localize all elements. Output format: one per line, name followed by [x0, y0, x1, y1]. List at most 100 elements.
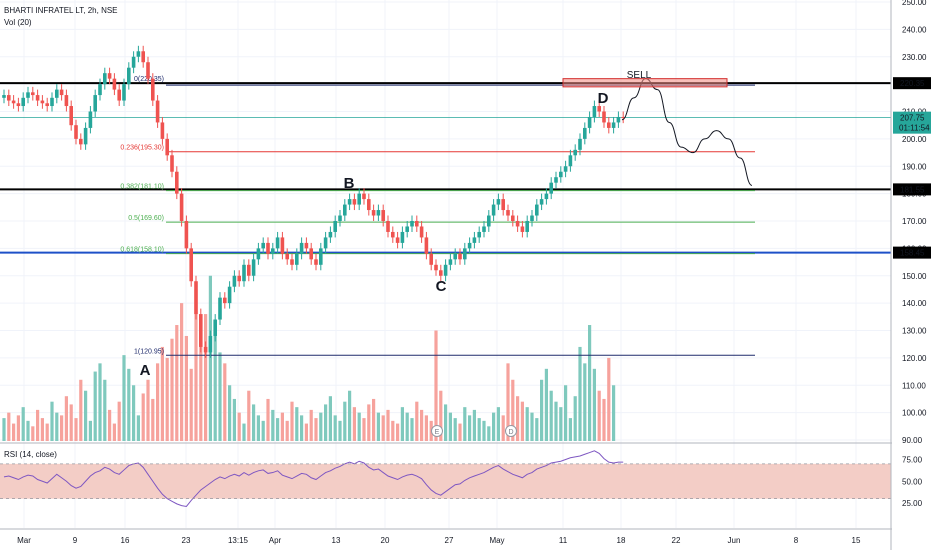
volume-bar — [208, 275, 212, 441]
rsi-label[interactable]: RSI (14, close) — [4, 450, 57, 459]
candle-body — [83, 127, 88, 145]
volume-bar — [492, 412, 496, 441]
price-tick: 200.00 — [902, 135, 927, 144]
level-price-text: 158.45 — [900, 249, 925, 258]
candle-body — [391, 231, 395, 238]
volume-bar — [64, 396, 68, 441]
last-price-text: 207.75 — [900, 114, 925, 123]
volume-bar — [415, 401, 419, 441]
candle-body — [122, 84, 126, 101]
candle-body — [491, 204, 496, 216]
fib-levels: 0(220.35) 0.236(195.30) 0.382(181.10) 0.5(1… — [120, 76, 755, 356]
horizontal-levels — [0, 82, 891, 254]
candle-body — [59, 89, 64, 96]
candle-body — [415, 221, 419, 227]
candle-body — [165, 138, 169, 156]
sell-zone — [562, 78, 728, 88]
volume-bar — [578, 346, 582, 441]
candle-body — [568, 155, 573, 167]
candle-body — [170, 155, 174, 172]
candle-body — [175, 171, 179, 194]
candle-body — [395, 237, 400, 243]
candle-body — [146, 62, 150, 79]
volume-bar — [103, 379, 107, 441]
volume-bar — [319, 412, 323, 441]
time-tick: 9 — [73, 536, 78, 545]
volume-bar — [559, 407, 563, 441]
time-axis[interactable]: Mar 9 16 23 13:15 Apr 13 20 27 May 11 18 22 Jun 8 15 — [17, 536, 861, 545]
volume-bar — [36, 409, 40, 441]
volume-bar — [352, 407, 356, 441]
candle-body — [597, 106, 601, 112]
volume-bar — [165, 357, 169, 441]
volume-bar — [396, 423, 400, 441]
volume-bar — [453, 418, 457, 441]
time-tick: 20 — [381, 536, 390, 545]
rsi-axis[interactable]: 75.00 50.00 25.00 — [902, 456, 923, 509]
volume-bar — [2, 418, 6, 441]
level-price-tag — [893, 183, 931, 196]
candle-body — [587, 116, 592, 128]
volume-bar — [280, 412, 284, 441]
volume-bar — [223, 363, 227, 441]
candle-body — [55, 89, 59, 98]
volume-label[interactable]: Vol (20) — [4, 18, 32, 27]
candle-body — [621, 116, 625, 118]
candle-body — [93, 95, 97, 112]
time-tick: 18 — [617, 536, 626, 545]
volume-bar — [180, 303, 184, 441]
pattern-point-b: B — [344, 175, 355, 192]
candle-body — [530, 215, 534, 221]
candle-body — [247, 264, 251, 276]
volume-bar — [21, 407, 25, 441]
fib-label: 0.382(181.10) — [120, 184, 164, 191]
price-tick: 170.00 — [902, 217, 927, 226]
candle-body — [482, 226, 486, 232]
volume-bar — [597, 390, 601, 441]
volume-bar — [50, 401, 54, 441]
volume-bar — [31, 426, 35, 441]
volume-bar — [117, 401, 121, 441]
volume-bar — [324, 404, 328, 441]
volume-bar — [285, 420, 289, 441]
volume-bar — [242, 423, 246, 441]
pattern-point-c: C — [436, 278, 447, 295]
candle-body — [11, 100, 16, 104]
volume-bar — [141, 393, 145, 441]
volume-bar — [276, 418, 280, 441]
fib-label: 0.618(158.10) — [120, 247, 164, 254]
volume-bar — [362, 418, 366, 441]
candle-body — [419, 226, 424, 238]
candle-body — [242, 264, 246, 282]
candle-body — [578, 138, 582, 150]
candle-body — [376, 210, 381, 216]
volume-bar — [434, 330, 438, 441]
candle-body — [309, 248, 313, 260]
volume-bar — [132, 385, 136, 441]
volume-bar — [501, 415, 505, 441]
volume-bar — [391, 420, 395, 441]
volume-bar — [300, 415, 304, 441]
candle-body — [275, 237, 280, 249]
volume-bar — [477, 418, 481, 441]
candle-body — [424, 237, 429, 254]
time-tick: 22 — [672, 536, 681, 545]
candle-body — [299, 242, 304, 254]
candle-body — [381, 210, 385, 221]
candle-body — [616, 116, 621, 123]
symbol-title[interactable]: BHARTI INFRATEL LT, 2h, NSE — [4, 6, 118, 15]
volume-bar — [127, 368, 131, 441]
candle-body — [328, 231, 333, 238]
volume-bar — [564, 385, 568, 441]
level-price-tag — [893, 77, 931, 90]
candle-body — [448, 259, 453, 265]
countdown-text: 01:11:54 — [899, 124, 930, 133]
candle-body — [74, 125, 78, 139]
candle-body — [458, 253, 462, 260]
volume-bar — [108, 409, 112, 441]
price-axis[interactable]: 250.00240.00230.00220.00210.00200.00190.… — [892, 0, 932, 550]
volume-bar — [184, 335, 188, 441]
candle-body — [554, 177, 558, 183]
candle-body — [35, 95, 40, 101]
